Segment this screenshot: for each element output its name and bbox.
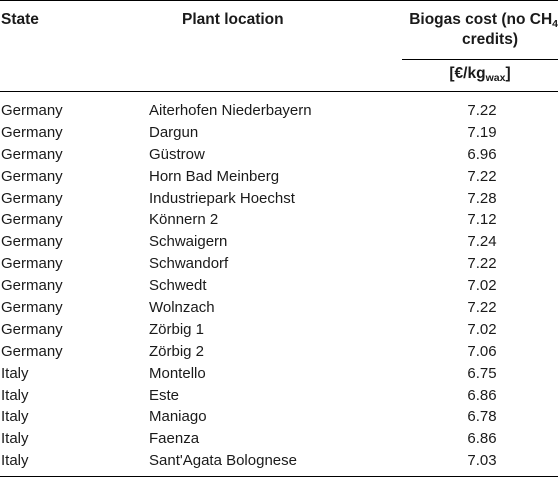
cell-state: Italy xyxy=(1,386,29,404)
table-row: Germany Horn Bad Meinberg 7.22 xyxy=(0,166,558,188)
table-row: Germany Könnern 2 7.12 xyxy=(0,209,558,231)
cell-state: Italy xyxy=(1,408,29,426)
cell-biogas-cost: 7.03 xyxy=(467,452,497,470)
cell-state: Germany xyxy=(1,320,63,338)
table-body: Germany Aiterhofen Niederbayern 7.22 German… xyxy=(0,100,558,472)
header-state: State xyxy=(1,11,39,28)
cell-plant-location: Industriepark Hoechst xyxy=(149,189,295,207)
header-cost-line2: credits) xyxy=(462,31,518,48)
cell-biogas-cost: 7.06 xyxy=(467,342,497,360)
table-top-rule xyxy=(0,0,558,1)
cell-biogas-cost: 7.24 xyxy=(467,233,497,251)
cell-state: Germany xyxy=(1,167,63,185)
table-row: Germany Industriepark Hoechst 7.28 xyxy=(0,188,558,210)
table-row: Germany Schwandorf 7.22 xyxy=(0,253,558,275)
cell-biogas-cost: 7.22 xyxy=(467,167,497,185)
cell-state: Germany xyxy=(1,102,63,119)
cell-plant-location: Güstrow xyxy=(149,145,205,163)
cell-biogas-cost: 7.22 xyxy=(467,299,497,317)
cell-biogas-cost: 6.96 xyxy=(467,145,497,163)
table-row: Germany Zörbig 1 7.02 xyxy=(0,319,558,341)
cell-plant-location: Faenza xyxy=(149,430,200,448)
table-row: Italy Faenza 6.86 xyxy=(0,428,558,450)
cell-plant-location: Maniago xyxy=(149,408,207,426)
table-bottom-rule xyxy=(0,476,558,477)
table-row: Germany Zörbig 2 7.06 xyxy=(0,341,558,363)
table-row: Germany Dargun 7.19 xyxy=(0,122,558,144)
cell-plant-location: Aiterhofen Niederbayern xyxy=(149,102,312,119)
table-row: Italy Maniago 6.78 xyxy=(0,406,558,428)
cell-biogas-cost: 7.22 xyxy=(467,255,497,273)
cell-biogas-cost: 7.02 xyxy=(467,277,497,295)
cell-state: Germany xyxy=(1,277,63,295)
cell-state: Italy xyxy=(1,430,29,448)
header-unit-rule xyxy=(402,59,558,60)
unit-prefix: [€/kg xyxy=(449,65,486,82)
table-row: Italy Este 6.86 xyxy=(0,385,558,407)
header-cost-text: Biogas cost (no CH xyxy=(409,11,553,28)
cell-state: Germany xyxy=(1,145,63,163)
unit-suffix: ] xyxy=(505,65,511,82)
header-biogas-cost: Biogas cost (no CH4 credits) xyxy=(402,10,558,50)
header-unit: [€/kgwax] xyxy=(402,64,558,84)
cell-biogas-cost: 7.12 xyxy=(467,211,497,229)
cell-biogas-cost: 7.19 xyxy=(467,123,497,141)
cell-state: Germany xyxy=(1,299,63,317)
cell-plant-location: Sant'Agata Bolognese xyxy=(149,452,297,470)
unit-subscript: wax xyxy=(485,72,506,84)
cell-state: Germany xyxy=(1,211,63,229)
cell-plant-location: Dargun xyxy=(149,123,199,141)
cell-plant-location: Zörbig 2 xyxy=(149,342,205,360)
table-row: Germany Wolnzach 7.22 xyxy=(0,297,558,319)
cell-plant-location: Horn Bad Meinberg xyxy=(149,167,280,185)
cell-state: Germany xyxy=(1,189,63,207)
cell-plant-location: Este xyxy=(149,386,180,404)
cell-state: Germany xyxy=(1,255,63,273)
cell-biogas-cost: 6.78 xyxy=(467,408,497,426)
header-plant-location: Plant location xyxy=(182,11,284,28)
cell-plant-location: Schwedt xyxy=(149,277,207,295)
cell-biogas-cost: 6.86 xyxy=(467,386,497,404)
cell-plant-location: Zörbig 1 xyxy=(149,320,205,338)
cell-biogas-cost: 6.86 xyxy=(467,430,497,448)
cell-state: Italy xyxy=(1,452,29,470)
cell-plant-location: Montello xyxy=(149,364,206,382)
cell-state: Italy xyxy=(1,364,29,382)
cell-plant-location: Wolnzach xyxy=(149,299,215,317)
cell-biogas-cost: 7.02 xyxy=(467,320,497,338)
header-bottom-rule xyxy=(0,91,558,92)
cell-plant-location: Schwaigern xyxy=(149,233,228,251)
cell-biogas-cost: 7.22 xyxy=(467,102,497,119)
cell-state: Germany xyxy=(1,123,63,141)
cell-biogas-cost: 6.75 xyxy=(467,364,497,382)
table-row: Italy Montello 6.75 xyxy=(0,363,558,385)
table-row: Germany Schwedt 7.02 xyxy=(0,275,558,297)
cell-plant-location: Könnern 2 xyxy=(149,211,219,229)
table-row: Italy Sant'Agata Bolognese 7.03 xyxy=(0,450,558,472)
table-row: Germany Schwaigern 7.24 xyxy=(0,231,558,253)
table-row: Germany Aiterhofen Niederbayern 7.22 xyxy=(0,100,558,122)
table-row: Germany Güstrow 6.96 xyxy=(0,144,558,166)
cell-biogas-cost: 7.28 xyxy=(467,189,497,207)
header-cost-subscript: 4 xyxy=(552,18,558,30)
cell-state: Germany xyxy=(1,233,63,251)
cell-plant-location: Schwandorf xyxy=(149,255,229,273)
cell-state: Germany xyxy=(1,342,63,360)
